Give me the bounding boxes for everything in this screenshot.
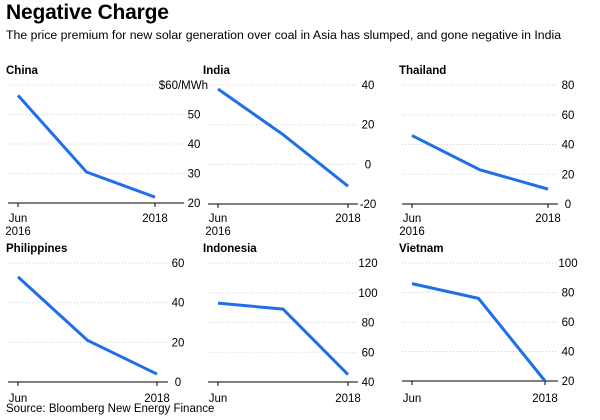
series-line [16,94,156,199]
panel-title: China [6,65,39,77]
y-tick-label: 40 [188,139,201,151]
y-tick-label: 120 [358,258,377,270]
series-line [217,87,349,188]
y-tick-label: -20 [360,199,377,211]
x-tick-label: Jun [209,213,228,225]
panel-title: Vietnam [399,243,444,255]
y-tick-label: 30 [188,169,201,181]
y-tick-label: 40 [562,140,575,152]
x-tick-label: Jun [9,213,28,225]
series-line [411,134,549,191]
x-tick-label: 2016 [399,226,425,238]
x-tick-label: Jun [403,393,422,405]
y-tick-label: 50 [188,110,201,122]
y-tick-label: 100 [558,258,577,270]
y-tick-label: 60 [562,317,575,329]
source-note: Source: Bloomberg New Energy Finance [6,403,215,415]
x-tick-label: Jun [9,393,28,405]
y-tick-label: 40 [562,347,575,359]
y-tick-label: 40 [172,298,185,310]
series-line [411,282,547,382]
series-line [217,301,350,376]
y-tick-label: 80 [562,80,575,92]
y-tick-label: 80 [362,318,375,330]
y-tick-label: 20 [562,169,575,181]
y-tick-label: 80 [562,288,575,300]
y-tick-label: 0 [365,159,371,171]
y-tick-label: 40 [362,80,375,92]
panel-title: India [203,65,230,77]
x-tick-label: 2018 [142,213,168,225]
y-tick-label: 20 [188,198,201,210]
y-unit-label: $60/MWh [159,80,208,92]
y-tick-label: 60 [362,347,375,359]
x-tick-label: 2016 [5,226,31,238]
y-tick-label: 60 [172,258,185,270]
x-tick-label: Jun [403,213,422,225]
y-tick-label: 0 [565,199,571,211]
chart-subtitle: The price premium for new solar generati… [6,28,562,42]
y-tick-label: 20 [362,120,375,132]
y-tick-label: 100 [358,288,377,300]
panel-title: Thailand [399,65,446,77]
y-tick-label: 20 [172,337,185,349]
chart-title: Negative Charge [6,1,169,24]
y-tick-label: 40 [362,377,375,389]
series-line [16,275,158,376]
y-tick-label: 60 [562,110,575,122]
x-tick-label: 2016 [205,226,231,238]
x-tick-label: Jun [209,393,228,405]
panel-title: Philippines [6,243,67,255]
x-tick-label: 2018 [532,393,558,405]
y-tick-label: 0 [175,377,181,389]
panel-title: Indonesia [203,243,257,255]
x-tick-label: 2018 [335,393,361,405]
x-tick-label: 2018 [535,213,561,225]
y-tick-label: 20 [562,376,575,388]
x-tick-label: 2018 [144,393,170,405]
x-tick-label: 2018 [335,213,361,225]
